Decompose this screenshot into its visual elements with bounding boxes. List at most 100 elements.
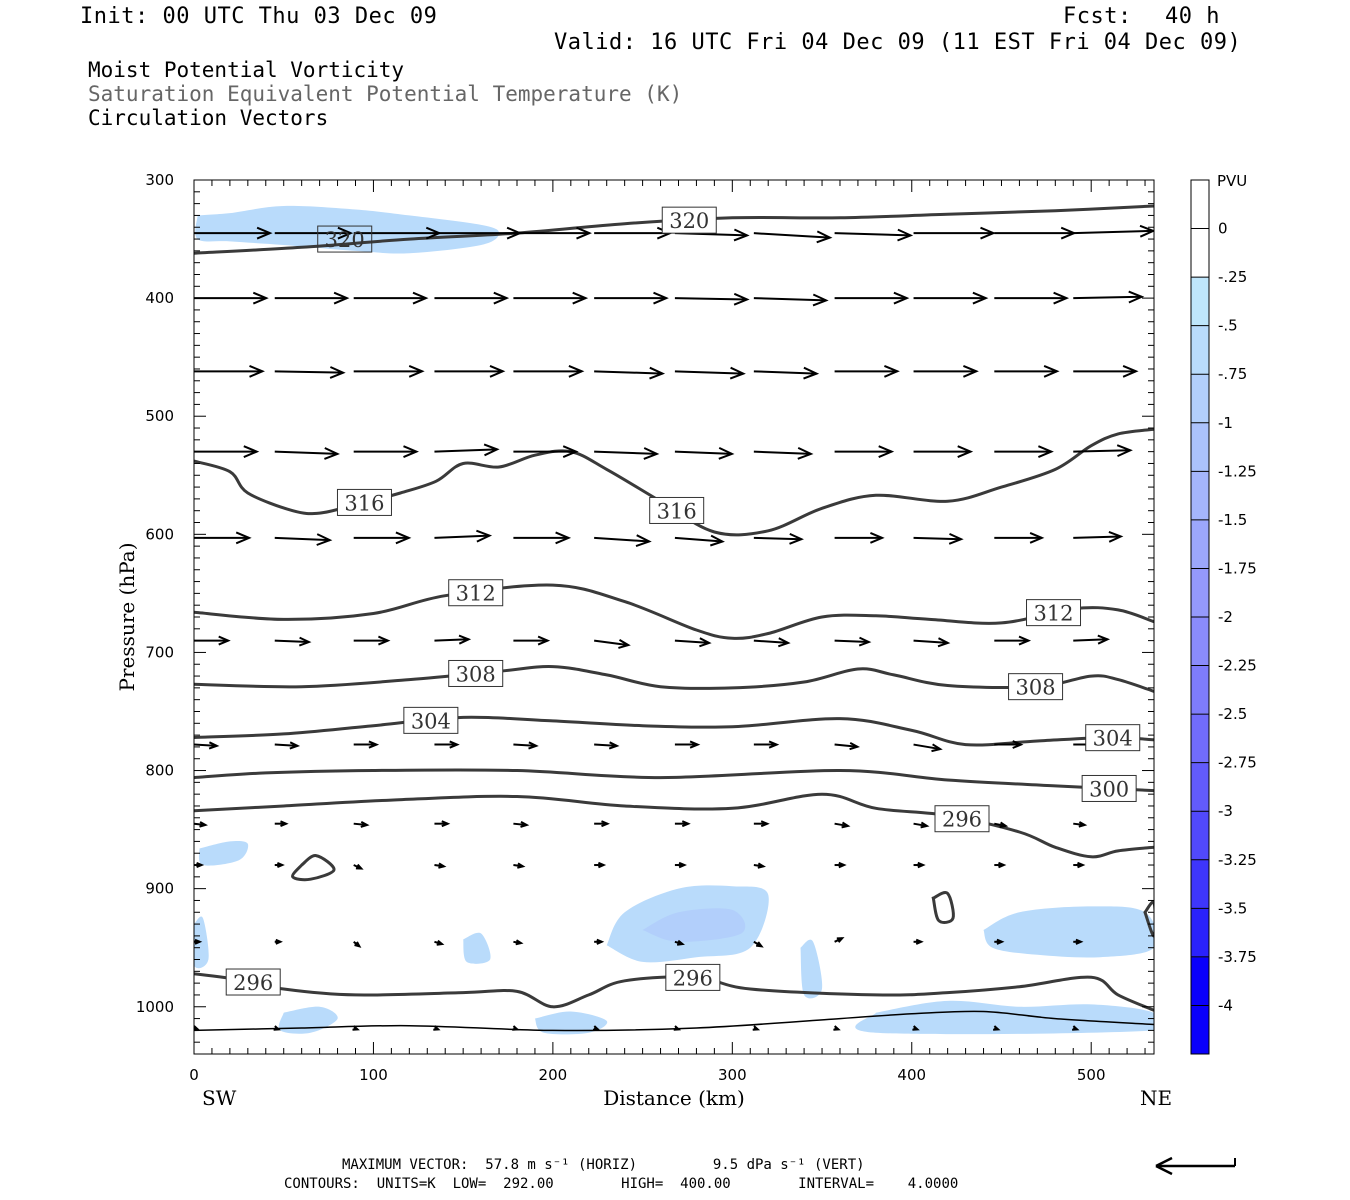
contour-label: 296: [233, 971, 273, 995]
forecast-hour: 40 h: [1165, 4, 1220, 29]
colorbar-label: -1.5: [1218, 511, 1247, 529]
wind-vector-head: [517, 862, 526, 869]
x-axis-title: Distance (km): [603, 1086, 745, 1110]
colorbar-swatch: [1190, 859, 1210, 909]
wind-vector-head: [1072, 1025, 1080, 1031]
wind-vector-head: [562, 445, 579, 459]
wind-vector-head: [252, 291, 269, 305]
wind-vector-head: [957, 445, 974, 459]
wind-vector-head: [777, 637, 791, 648]
wind-vector-head: [476, 529, 493, 543]
wind-vector-head: [870, 531, 885, 544]
wind-vector-head: [403, 445, 419, 459]
wind-vector-head: [836, 937, 845, 943]
contour-line: [194, 583, 1154, 640]
contour-label: 312: [1033, 602, 1073, 626]
contour-loop: [291, 854, 336, 882]
wind-vector-head: [689, 740, 701, 749]
colorbar-label: -3.75: [1218, 948, 1257, 966]
pv-region: [195, 205, 499, 254]
wind-vector-head: [352, 1025, 360, 1031]
wind-vector-head: [1122, 364, 1139, 378]
colorbar-label: -1.25: [1218, 462, 1257, 480]
wind-vector-head: [489, 364, 506, 378]
wind-vector-head: [972, 291, 989, 305]
contour-line: [194, 972, 1154, 1012]
wind-vector-head: [1029, 531, 1045, 544]
wind-vector-head: [1077, 861, 1086, 869]
wind-vector: [434, 448, 498, 453]
wind-vector-head: [841, 821, 851, 829]
pv-shading-layer: [194, 205, 1154, 1035]
wind-vector-head: [718, 446, 735, 460]
colorbar-label: -1: [1218, 414, 1233, 432]
contour-label: 316: [344, 491, 384, 515]
wind-vector-head: [568, 364, 585, 378]
wind-vector-head: [884, 364, 900, 378]
colorbar-swatch: [1190, 810, 1210, 861]
wind-vector-head: [760, 820, 770, 828]
colorbar-label: -2.75: [1218, 754, 1257, 772]
wind-vector-head: [789, 532, 804, 545]
colorbar-swatch: [1190, 1005, 1210, 1055]
title-theta-es: Saturation Equivalent Potential Temperat…: [88, 82, 683, 106]
colorbar-label: -.25: [1218, 268, 1247, 286]
contour-label-box: [448, 579, 504, 607]
wind-vector-head: [289, 741, 301, 750]
contour-label-box: [317, 225, 373, 253]
colorbar-label: -3.25: [1218, 851, 1257, 869]
contour-label-box: [448, 659, 504, 687]
reference-vector: [1155, 1156, 1236, 1176]
y-tick-label: 500: [145, 407, 174, 425]
wind-vector-head: [678, 861, 687, 869]
wind-vector-head: [858, 636, 872, 647]
wind-vector: [434, 534, 490, 539]
x-tick-label: 0: [189, 1066, 199, 1084]
wind-vector-head: [576, 226, 592, 240]
pv-region: [534, 1011, 608, 1035]
wind-vector-head: [937, 637, 951, 648]
contour-line: [194, 427, 1154, 537]
colorbar-swatch: [1190, 713, 1210, 763]
wind-vector: [594, 450, 657, 455]
max-vector-info: MAXIMUM VECTOR: 57.8 m s⁻¹ (HORIZ) 9.5 d…: [342, 1157, 865, 1173]
colorbar-swatch: [1190, 616, 1210, 666]
wind-vector-head: [1038, 445, 1054, 459]
wind-vector-head: [592, 1025, 601, 1031]
colorbar-swatch: [1190, 179, 1210, 229]
wind-vector-head: [1075, 938, 1084, 945]
wind-vector: [913, 743, 941, 751]
colorbar-swatch: [1190, 956, 1210, 1006]
wind-vector-head: [329, 366, 346, 379]
colorbar-label: -3: [1218, 802, 1233, 820]
x-tick-label: 400: [897, 1066, 926, 1084]
wind-vector-head: [441, 820, 451, 828]
wind-vector-head: [1043, 364, 1060, 378]
wind-vector-head: [912, 1025, 920, 1031]
wind-vector-head: [608, 741, 620, 750]
contour-label: 320: [325, 228, 365, 252]
contour-label-box: [661, 206, 717, 234]
wind-vector: [674, 639, 710, 644]
wind-vector-head: [643, 447, 660, 460]
wind-vector-head: [275, 938, 283, 945]
wind-vector-head: [249, 364, 265, 378]
colorbar-label: -3.5: [1218, 899, 1247, 917]
wind-vector-head: [1053, 291, 1070, 305]
wind-vector: [274, 450, 338, 455]
colorbar-swatch: [1190, 908, 1210, 958]
wind-vector: [753, 639, 789, 644]
pv-region: [983, 906, 1154, 958]
wind-vector-head: [733, 292, 750, 306]
wind-vector-head: [395, 531, 412, 545]
wind-vector: [753, 370, 817, 375]
wind-vector: [194, 743, 217, 747]
wind-vector-head: [273, 1025, 281, 1031]
wind-vector: [1073, 449, 1131, 453]
wind-vector-head: [601, 820, 610, 828]
colorbar-swatch: [1190, 276, 1210, 326]
wind-vector-head: [948, 532, 964, 545]
colorbar-label: -.5: [1218, 317, 1238, 335]
valid-time: Valid: 16 UTC Fri 04 Dec 09 (11 EST Fri …: [554, 30, 1242, 55]
